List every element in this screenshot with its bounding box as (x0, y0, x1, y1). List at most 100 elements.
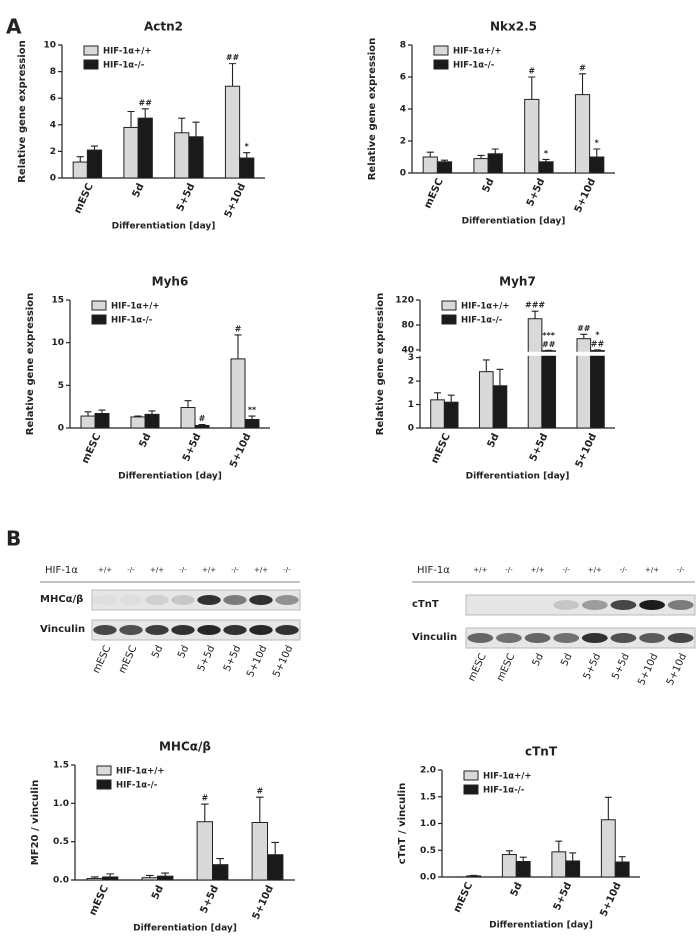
blot-band (639, 633, 665, 643)
error-bar (434, 392, 441, 400)
legend-swatch (83, 45, 99, 56)
lane-label: mESC (466, 652, 488, 683)
chart-title: MHCα/β (159, 740, 211, 754)
blot-row-label: Vinculin (40, 624, 85, 635)
blot-band (249, 625, 273, 635)
error-bar (519, 856, 527, 862)
genotype-label: +/+ (150, 566, 164, 574)
significance-label: ## (542, 340, 556, 349)
chart-title: Myh7 (499, 275, 536, 289)
blot-strip (91, 589, 301, 611)
lane-label: 5+5d (222, 644, 244, 674)
legend-swatch (83, 59, 99, 70)
y-tick-label: 0 (400, 169, 406, 179)
blot-band (223, 595, 247, 605)
lane-label: 5+10d (665, 652, 689, 687)
genotype-label: +/+ (202, 566, 216, 574)
y-tick-label: 0.5 (53, 837, 69, 847)
significance-label: # (201, 794, 208, 803)
blot-band (275, 595, 299, 605)
blot-band (197, 625, 221, 635)
error-bar (482, 359, 490, 372)
legend-label: HIF-1α+/+ (103, 47, 151, 57)
bar (188, 136, 204, 179)
error-bar (578, 73, 587, 95)
y-tick-label: 120 (395, 296, 414, 306)
genotype-label: +/+ (98, 566, 112, 574)
y-tick-label: 1.0 (420, 819, 436, 829)
lane-label: 5d (150, 644, 165, 660)
error-bar (178, 117, 186, 133)
error-bar (192, 121, 200, 137)
lane-label: 5d (176, 644, 191, 660)
error-bar (243, 152, 251, 159)
genotype-label: -/- (127, 566, 135, 574)
blot-band (496, 633, 522, 643)
error-bar (216, 857, 225, 865)
x-tick-label: 5+5d (552, 881, 574, 912)
error-bar (76, 156, 84, 163)
significance-label: * (595, 139, 600, 148)
error-bar (90, 145, 99, 151)
bar (239, 157, 255, 179)
lane-label: mESC (117, 644, 139, 675)
genotype-label: +/+ (254, 566, 268, 574)
x-tick-label: 5+10d (223, 182, 248, 220)
y-tick-label: 8 (50, 67, 56, 77)
bar (80, 415, 96, 429)
error-bar (593, 148, 601, 157)
x-tick-label: 5+5d (525, 177, 547, 208)
legend-label: HIF-1α-/- (453, 61, 495, 71)
x-axis-label: Differentiation [day] (466, 472, 570, 482)
bar (492, 385, 508, 429)
error-bar (200, 803, 209, 822)
bar (589, 156, 605, 174)
chart-title: Myh6 (152, 275, 189, 289)
blot-band (467, 633, 494, 643)
blot-band (524, 633, 551, 643)
x-tick-label: 5+10d (598, 881, 623, 919)
blot-header: HIF-1α (417, 565, 450, 576)
x-axis-label: Differentiation [day] (133, 924, 237, 934)
genotype-label: +/+ (588, 566, 602, 574)
bar (212, 864, 229, 881)
error-bar (141, 108, 149, 119)
error-bar (447, 394, 455, 403)
error-bar (555, 840, 563, 852)
blot-header: HIF-1α (45, 565, 78, 576)
legend-swatch (463, 784, 479, 795)
y-tick-label: 0.0 (420, 873, 436, 883)
lane-label: 5d (531, 652, 546, 668)
blot-band (639, 600, 665, 610)
significance-label: * (595, 330, 600, 339)
bar (443, 401, 459, 429)
genotype-label: +/+ (473, 566, 487, 574)
x-tick-label: 5+10d (574, 432, 599, 470)
blot-band (119, 595, 143, 605)
genotype-label: -/- (231, 566, 239, 574)
x-tick-label: 5+5d (528, 432, 550, 463)
lane-label: 5+5d (196, 644, 218, 674)
legend-swatch (433, 59, 449, 70)
bar (180, 407, 196, 429)
blot-band (93, 595, 117, 605)
x-tick-label: mESC (80, 432, 103, 465)
bar (541, 350, 557, 429)
blot-band (553, 600, 580, 610)
y-axis-label: Relative gene expression (17, 40, 28, 182)
axis-break (414, 351, 615, 356)
significance-label: ## (577, 324, 591, 333)
lane-label: 5+10d (245, 644, 269, 679)
x-tick-label: mESC (429, 432, 452, 465)
blot-row-label: Vinculin (412, 632, 457, 643)
error-bar (618, 856, 626, 863)
bar (157, 875, 174, 881)
x-tick-label: 5+5d (199, 884, 221, 915)
blot-band (275, 625, 299, 635)
legend-label: HIF-1α+/+ (453, 47, 501, 57)
blot-band (667, 600, 694, 610)
x-tick-label: 5d (481, 177, 497, 194)
legend-swatch (91, 314, 107, 325)
bar (267, 854, 284, 881)
blot-band (610, 633, 637, 643)
